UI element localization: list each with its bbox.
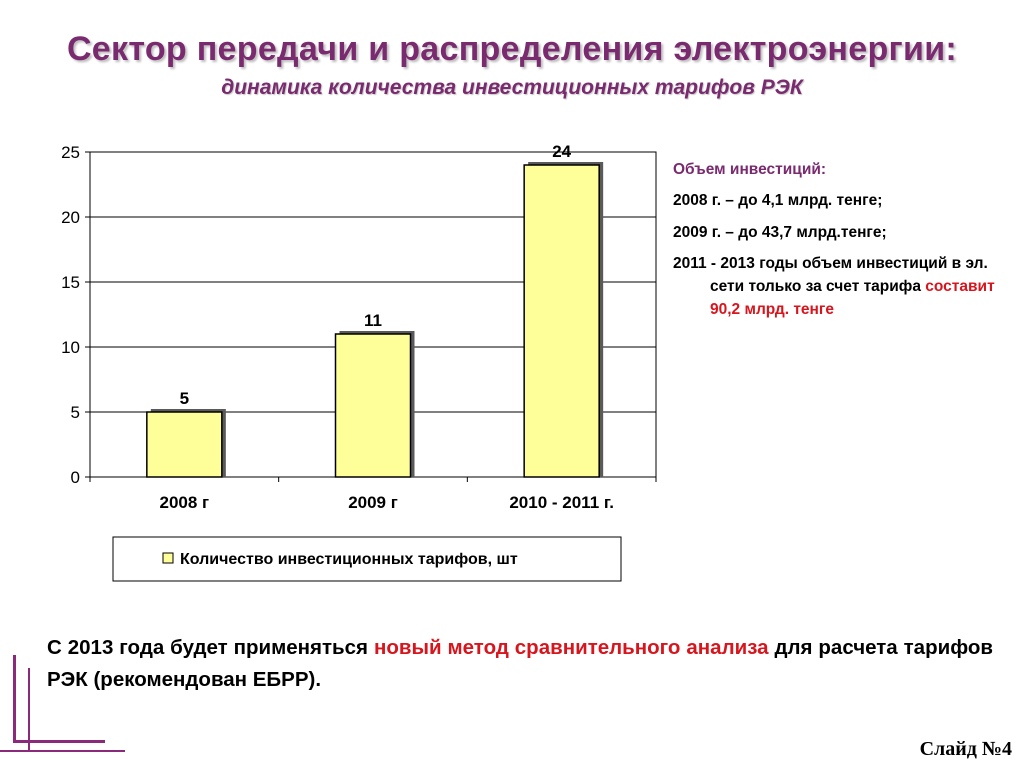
method-statement: С 2013 года будет применяться новый мето… (47, 632, 993, 696)
x-tick-label: 2010 - 2011 г. (509, 493, 614, 512)
bar (146, 411, 223, 478)
x-tick-label: 2008 г (160, 493, 210, 512)
slide-subtitle: динамика количества инвестиционных тариф… (221, 76, 803, 99)
data-label: 11 (364, 311, 382, 330)
data-label: 5 (180, 389, 189, 408)
y-tick-label: 20 (61, 208, 80, 227)
method-statement-part2: для расчета тарифов РЭК (рекомендован ЕБ… (47, 636, 993, 691)
y-tick-label: 15 (61, 273, 80, 292)
slide-number: Слайд №4 (919, 738, 1012, 760)
y-tick-label: 5 (71, 403, 80, 422)
decor-line-vertical-2 (28, 668, 30, 750)
investment-note-2008: 2008 г. – до 4,1 млрд. тенге; (673, 192, 883, 210)
legend-box (112, 536, 622, 582)
legend-label: Количество инвестиционных тарифов, шт (180, 551, 518, 568)
y-tick-label: 10 (61, 338, 80, 357)
x-tick-label: 2009 г (348, 493, 398, 512)
investment-note: Объем инвестиций: 2008 г. – до 4,1 млрд.… (673, 158, 1003, 330)
decor-line-horizontal-1 (13, 740, 105, 743)
method-statement-part1: С 2013 года будет применяться (47, 636, 374, 659)
legend-swatch (162, 552, 174, 564)
method-statement-highlight: новый метод сравнительного анализа (373, 636, 769, 659)
decor-line-vertical-1 (13, 655, 16, 743)
data-label: 24 (552, 142, 571, 161)
y-tick-label: 25 (61, 143, 80, 162)
bar (334, 333, 412, 478)
decor-line-horizontal-2 (0, 750, 125, 752)
bar-chart: 0 5 10 15 20 25 5 2008 г 11 2009 г 24 2010 - 2011 г… (61, 142, 657, 582)
investment-note-heading: Объем инвестиций: (673, 161, 827, 178)
investment-note-2011-text: 2011 - 2013 годы объем инвестиций в эл. … (673, 254, 988, 295)
investment-note-2009: 2009 г. – до 43,7 млрд.тенге; (673, 223, 887, 241)
bar (523, 164, 600, 478)
investment-note-2011-amount: составит 90,2 млрд. тенге (710, 278, 995, 319)
slide-title: Сектор передачи и распределения электроэ… (66, 30, 958, 68)
y-tick-label: 0 (71, 468, 80, 487)
investment-note-2011: 2011 - 2013 годы объем инвестиций в эл. … (673, 252, 1003, 322)
